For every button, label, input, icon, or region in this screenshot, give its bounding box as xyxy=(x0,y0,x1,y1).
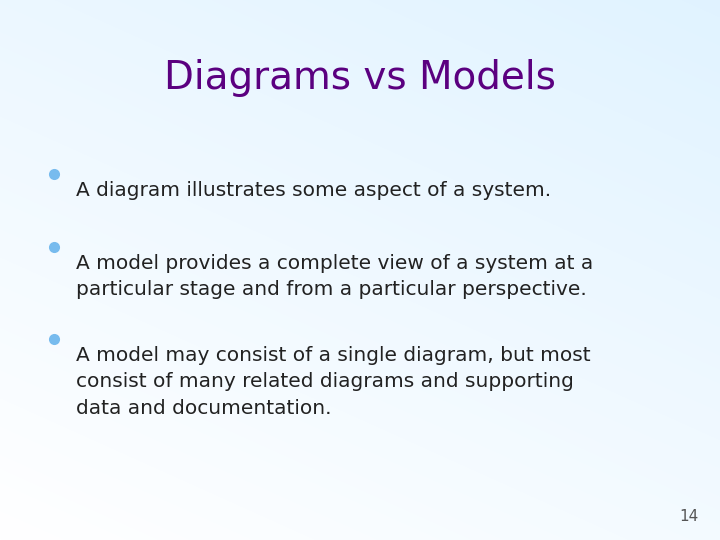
Text: A diagram illustrates some aspect of a system.: A diagram illustrates some aspect of a s… xyxy=(76,181,551,200)
Text: A model may consist of a single diagram, but most
consist of many related diagra: A model may consist of a single diagram,… xyxy=(76,346,590,417)
Text: Diagrams vs Models: Diagrams vs Models xyxy=(164,59,556,97)
Text: A model provides a complete view of a system at a
particular stage and from a pa: A model provides a complete view of a sy… xyxy=(76,254,593,299)
Text: 14: 14 xyxy=(679,509,698,524)
